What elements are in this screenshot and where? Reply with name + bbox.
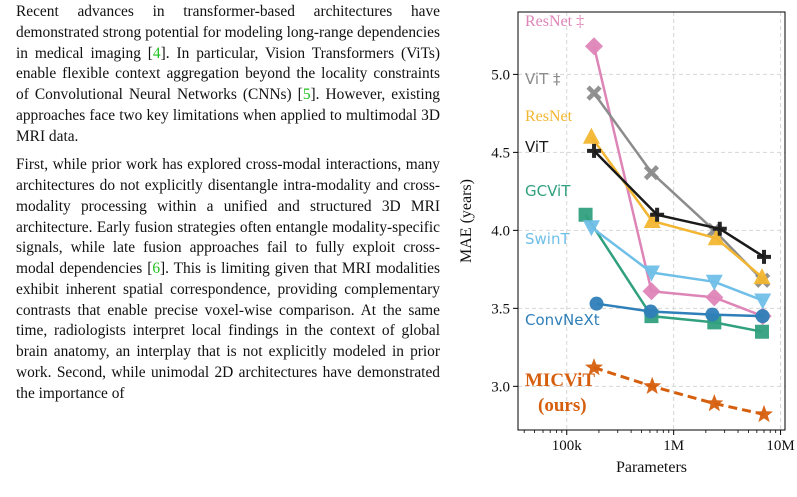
circle-marker (705, 307, 720, 322)
citation-link[interactable]: 4 (152, 44, 161, 62)
circle-marker (643, 304, 658, 319)
plus-marker (757, 249, 772, 264)
x-tick-label: 100k (552, 438, 583, 454)
paragraph-intro: Recent advances in transformer-based arc… (16, 2, 440, 147)
y-tick-label: 3.0 (491, 379, 510, 395)
series-micvit-ours (585, 358, 773, 423)
series-line (590, 136, 763, 279)
legend-label: MICViT (525, 370, 595, 391)
citation-link[interactable]: 5 (302, 86, 311, 103)
x-tick-label: 10M (766, 438, 794, 454)
text-run: ]. However, existing approaches face two… (16, 86, 440, 145)
y-tick-label: 3.5 (491, 301, 510, 317)
series-convnext (589, 296, 770, 324)
y-tick-label: 4.5 (491, 145, 510, 161)
text-run: ]. In particular, Vision Transformers (V… (16, 44, 441, 104)
star-marker (643, 376, 662, 394)
plus-marker (712, 221, 727, 236)
triangle-up-marker (753, 268, 771, 285)
y-tick-label: 4.0 (491, 223, 510, 239)
triangle-down-marker (705, 274, 723, 291)
body-text: Recent advances in transformer-based arc… (16, 2, 440, 404)
legend-label: ViT (525, 138, 549, 156)
citation-link[interactable]: 6 (152, 260, 161, 277)
legend-label: ConvNeXt (525, 311, 600, 329)
plus-marker (650, 207, 665, 222)
x-marker (643, 165, 660, 181)
legend-label: ResNet (525, 108, 573, 125)
mae-vs-parameters-figure: 100k 1M 10M 3.0 3.5 4.0 4.5 5.0 Parameters MAE (y… (440, 0, 797, 497)
series-line (592, 46, 764, 318)
series-line (590, 226, 764, 302)
star-marker (585, 358, 604, 376)
text-run: Recent advances in transformer-based arc… (16, 3, 440, 62)
star-marker (705, 394, 724, 412)
series-line (593, 149, 765, 258)
y-axis-label: MAE (years) (458, 179, 475, 263)
square-marker (578, 207, 593, 222)
plot-frame (517, 11, 786, 431)
x-tick-label: 1M (663, 438, 684, 454)
paragraph-limitations: First, while prior work has explored cro… (16, 155, 440, 404)
series-resnet (582, 127, 771, 285)
legend-label: ResNet ‡ (525, 13, 584, 30)
x-axis-label: Parameters (616, 459, 687, 476)
triangle-up-marker (643, 212, 661, 228)
diamond-marker (585, 37, 603, 56)
legend-label: SwinT (525, 230, 570, 248)
text-run: First, while prior work has explored cro… (16, 156, 440, 277)
plus-marker (587, 143, 602, 158)
series-vit (586, 85, 771, 288)
legend-label: GCViT (525, 182, 571, 200)
series-line (592, 92, 764, 282)
circle-marker (589, 296, 604, 311)
minor-ticks (523, 430, 777, 433)
series-resnet (585, 37, 772, 326)
series-swint (582, 220, 772, 310)
square-marker (754, 324, 769, 339)
circle-marker (755, 309, 770, 324)
triangle-up-marker (707, 229, 725, 246)
star-marker (755, 404, 773, 423)
diamond-marker (642, 282, 661, 301)
series-line (584, 214, 763, 333)
text-run: ]. This is limiting given that MRI modal… (16, 260, 441, 402)
legend-label: (ours) (538, 395, 587, 416)
y-tick-label: 5.0 (491, 67, 510, 83)
triangle-down-marker (754, 293, 772, 310)
triangle-down-marker (643, 265, 660, 282)
diamond-marker (705, 288, 724, 307)
legend-label: ViT ‡ (525, 70, 561, 88)
series-line (593, 366, 765, 416)
series-line (596, 302, 763, 318)
triangle-down-marker (582, 220, 600, 237)
mae-vs-parameters-chart: 100k 1M 10M 3.0 3.5 4.0 4.5 5.0 Parameters MAE (y… (458, 11, 795, 476)
triangle-up-marker (582, 127, 600, 144)
x-marker (586, 85, 602, 101)
series-vit (587, 143, 772, 264)
